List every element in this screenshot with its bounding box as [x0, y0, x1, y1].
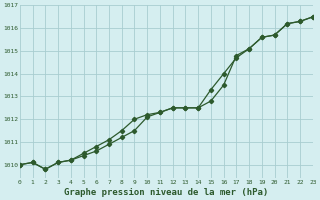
- X-axis label: Graphe pression niveau de la mer (hPa): Graphe pression niveau de la mer (hPa): [64, 188, 268, 197]
